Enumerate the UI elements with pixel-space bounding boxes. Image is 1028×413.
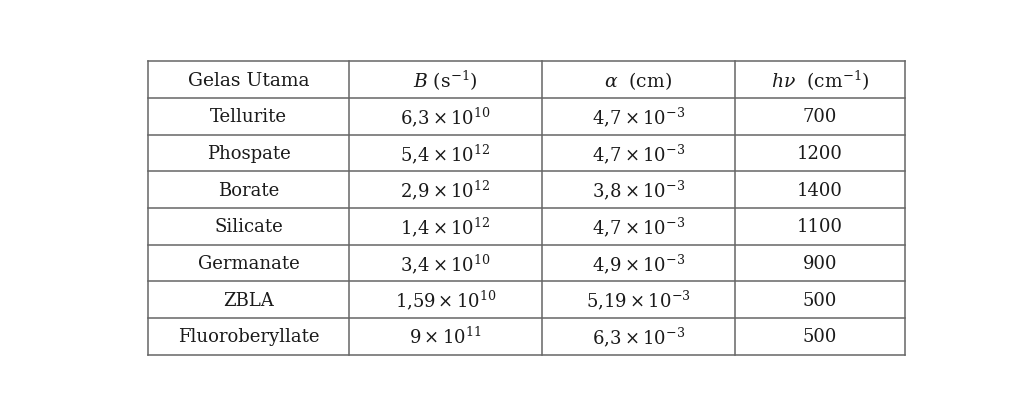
Text: $4{,}9\times10^{-3}$: $4{,}9\times10^{-3}$ bbox=[592, 252, 685, 275]
Text: $6{,}3\times10^{10}$: $6{,}3\times10^{10}$ bbox=[400, 105, 491, 129]
Text: $\alpha\ \ (\mathrm{cm})$: $\alpha\ \ (\mathrm{cm})$ bbox=[604, 70, 672, 91]
Text: Phospate: Phospate bbox=[207, 145, 291, 163]
Text: Gelas Utama: Gelas Utama bbox=[188, 71, 309, 90]
Text: Silicate: Silicate bbox=[214, 218, 283, 236]
Text: Borate: Borate bbox=[218, 181, 280, 199]
Text: $3{,}8\times10^{-3}$: $3{,}8\times10^{-3}$ bbox=[592, 178, 685, 202]
Text: 500: 500 bbox=[803, 328, 838, 346]
Text: 1100: 1100 bbox=[797, 218, 843, 236]
Text: $1{,}59\times10^{10}$: $1{,}59\times10^{10}$ bbox=[395, 288, 497, 312]
Text: Tellurite: Tellurite bbox=[210, 108, 287, 126]
Text: 500: 500 bbox=[803, 291, 838, 309]
Text: 1400: 1400 bbox=[797, 181, 843, 199]
Text: $2{,}9\times10^{12}$: $2{,}9\times10^{12}$ bbox=[400, 178, 490, 202]
Text: Germanate: Germanate bbox=[197, 254, 299, 273]
Text: $4{,}7\times10^{-3}$: $4{,}7\times10^{-3}$ bbox=[592, 105, 685, 129]
Text: $B\ (\mathrm{s}^{-1})$: $B\ (\mathrm{s}^{-1})$ bbox=[413, 69, 478, 93]
Text: 700: 700 bbox=[803, 108, 838, 126]
Text: $9\times10^{11}$: $9\times10^{11}$ bbox=[409, 326, 482, 347]
Text: $3{,}4\times10^{10}$: $3{,}4\times10^{10}$ bbox=[400, 252, 491, 275]
Text: $6{,}3\times10^{-3}$: $6{,}3\times10^{-3}$ bbox=[592, 325, 685, 348]
Text: $h\nu\ \ (\mathrm{cm}^{-1})$: $h\nu\ \ (\mathrm{cm}^{-1})$ bbox=[771, 69, 870, 93]
Text: ZBLA: ZBLA bbox=[223, 291, 274, 309]
Text: 1200: 1200 bbox=[797, 145, 843, 163]
Text: $4{,}7\times10^{-3}$: $4{,}7\times10^{-3}$ bbox=[592, 142, 685, 166]
Text: $4{,}7\times10^{-3}$: $4{,}7\times10^{-3}$ bbox=[592, 215, 685, 239]
Text: $5{,}4\times10^{12}$: $5{,}4\times10^{12}$ bbox=[400, 142, 490, 166]
Text: Fluoroberyllate: Fluoroberyllate bbox=[178, 328, 320, 346]
Text: $1{,}4\times10^{12}$: $1{,}4\times10^{12}$ bbox=[400, 215, 490, 239]
Text: 900: 900 bbox=[803, 254, 838, 273]
Text: $5{,}19\times10^{-3}$: $5{,}19\times10^{-3}$ bbox=[586, 288, 691, 312]
